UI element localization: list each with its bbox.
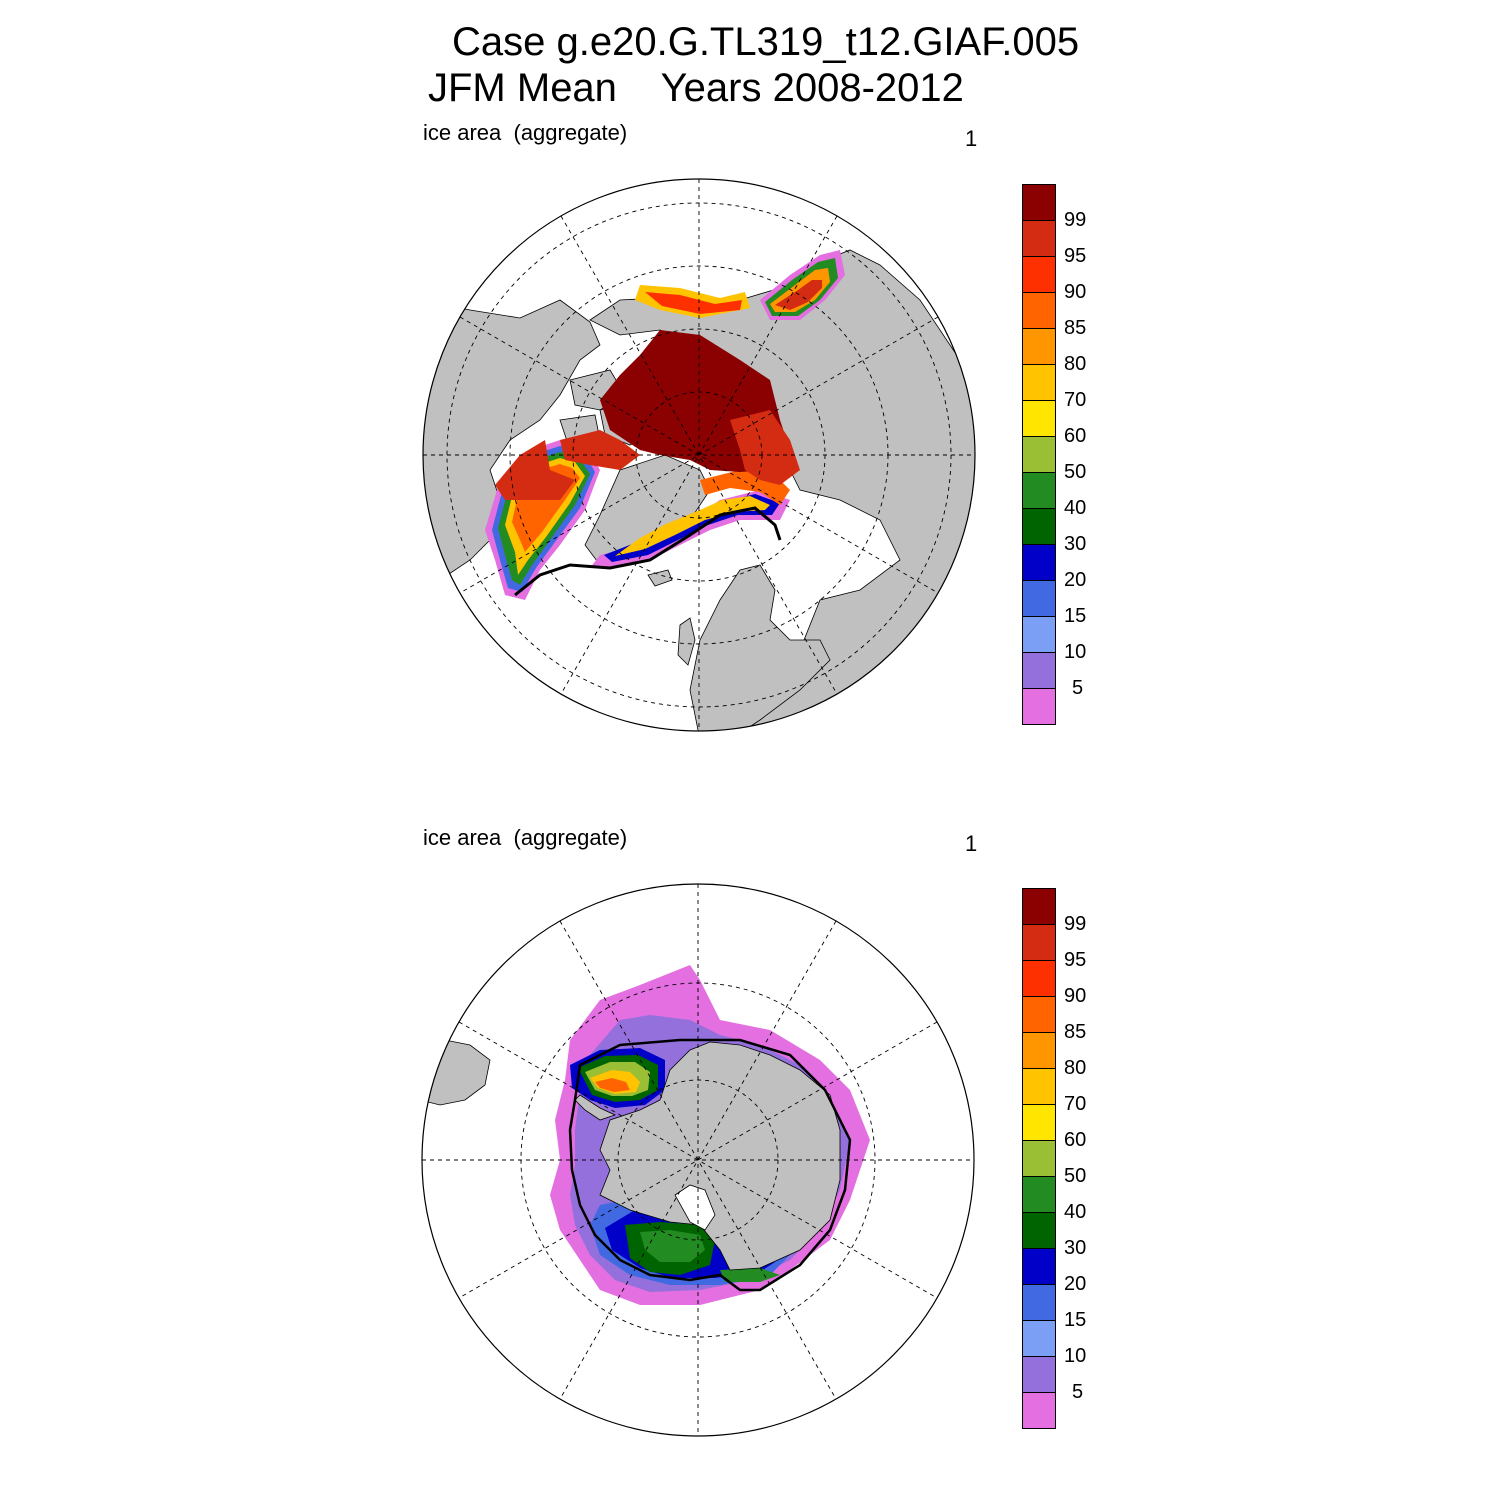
south-map-border [421,883,975,1437]
colorbar-box [1022,400,1056,437]
north-graticule [423,179,975,731]
colorbar-label: 30 [1064,1237,1087,1259]
colorbar-label: 95 [1064,949,1087,971]
colorbar-label: 50 [1064,461,1087,483]
colorbar-label: 80 [1064,353,1087,375]
colorbar-box [1022,256,1056,293]
colorbar-box [1022,292,1056,329]
colorbar-box [1022,364,1056,401]
panel-south-units: 1 [965,831,978,856]
colorbar-box [1022,1392,1056,1429]
colorbar-box [1022,1104,1056,1141]
colorbar-label: 40 [1064,497,1087,519]
colorbar-label: 85 [1064,1021,1087,1043]
colorbar-label: 50 [1064,1165,1087,1187]
figure-title-case: Case g.e20.G.TL319_t12.GIAF.005 [452,20,1080,64]
colorbar-label: 40 [1064,1201,1087,1223]
colorbar-box [1022,508,1056,545]
colorbar-label: 70 [1064,389,1087,411]
colorbar-label: 10 [1064,1345,1087,1367]
colorbar-label: 5 [1072,677,1084,699]
colorbar-box [1022,1032,1056,1069]
colorbar-label: 15 [1064,1309,1087,1331]
colorbar-label: 60 [1064,1129,1087,1151]
antarctica-land [599,1041,841,1271]
south-ice-edge-contour [568,1038,852,1292]
figure-title-period: JFM Mean Years 2008-2012 [428,66,964,110]
colorbar-label: 5 [1072,1381,1084,1403]
colorbar-box [1022,1248,1056,1285]
colorbar-label: 30 [1064,533,1087,555]
panel-north-label: ice area (aggregate) [423,120,628,145]
colorbar-label: 80 [1064,1057,1087,1079]
colorbar-box [1022,616,1056,653]
colorbar-box [1022,436,1056,473]
colorbar-box [1022,652,1056,689]
colorbar-box [1022,960,1056,997]
colorbar-label: 60 [1064,425,1087,447]
colorbar-label: 20 [1064,569,1087,591]
panel-south-label: ice area (aggregate) [423,825,628,850]
colorbar-box [1022,1284,1056,1321]
south-graticule [422,884,974,1436]
south-polar-map [421,883,975,1437]
colorbar-box [1022,472,1056,509]
antarctic-peninsula [574,1094,617,1121]
colorbar-box [1022,544,1056,581]
colorbar-label: 20 [1064,1273,1087,1295]
colorbar-box [1022,996,1056,1033]
colorbar-box [1022,184,1056,221]
colorbar-box [1022,1320,1056,1357]
colorbar-label: 90 [1064,985,1087,1007]
colorbar-label: 15 [1064,605,1087,627]
colorbar-box [1022,888,1056,925]
colorbar-label: 99 [1064,209,1087,231]
colorbar-box [1022,924,1056,961]
colorbar-label: 99 [1064,913,1087,935]
colorbar-box [1022,688,1056,725]
north-ice-edge-contour [514,506,782,597]
panel-north-units: 1 [965,126,978,151]
colorbar-label: 70 [1064,1093,1087,1115]
colorbar-label: 85 [1064,317,1087,339]
colorbar-box [1022,1176,1056,1213]
north-polar-map [422,178,976,732]
colorbar-box [1022,1140,1056,1177]
colorbar-box [1022,328,1056,365]
ross-ice-shelf [674,1184,716,1231]
colorbar-box [1022,580,1056,617]
colorbar-box [1022,1068,1056,1105]
colorbar-box [1022,1356,1056,1393]
colorbar-label: 95 [1064,245,1087,267]
north-map-border [422,178,976,732]
colorbar-box [1022,1212,1056,1249]
colorbar-label: 10 [1064,641,1087,663]
colorbar-box [1022,220,1056,257]
colorbar-label: 90 [1064,281,1087,303]
